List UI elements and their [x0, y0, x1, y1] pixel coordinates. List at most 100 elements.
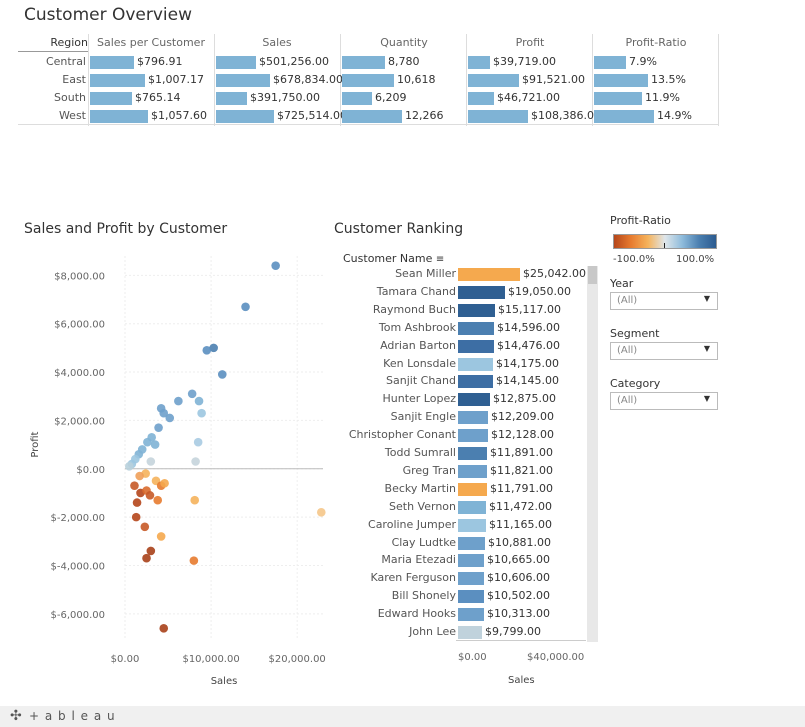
scatter-point[interactable]: [140, 522, 150, 532]
ranking-bar[interactable]: [458, 375, 493, 389]
ranking-customer-name[interactable]: Edward Hooks: [377, 607, 456, 621]
overview-bar[interactable]: [90, 92, 132, 105]
ranking-bar[interactable]: [458, 321, 494, 335]
scatter-point[interactable]: [197, 408, 206, 418]
scrollbar-thumb[interactable]: [588, 266, 597, 284]
overview-bar[interactable]: [216, 74, 270, 87]
scatter-point[interactable]: [194, 396, 204, 406]
scatter-point[interactable]: [165, 413, 175, 423]
scatter-point[interactable]: [143, 437, 152, 447]
overview-bar[interactable]: [468, 56, 490, 69]
scatter-point[interactable]: [156, 532, 166, 541]
ranking-bar[interactable]: [458, 411, 488, 425]
overview-bar[interactable]: [90, 74, 145, 87]
overview-bar[interactable]: [468, 110, 528, 123]
ranking-customer-name[interactable]: Karen Ferguson: [370, 571, 457, 585]
ranking-customer-name[interactable]: Sanjit Chand: [386, 374, 456, 388]
ranking-bar[interactable]: [458, 590, 484, 604]
scatter-point[interactable]: [146, 546, 156, 556]
overview-bar[interactable]: [468, 92, 494, 105]
ranking-customer-name[interactable]: Adrian Barton: [380, 338, 456, 352]
overview-bar[interactable]: [342, 74, 394, 87]
overview-bar[interactable]: [216, 110, 274, 123]
scatter-point[interactable]: [187, 389, 197, 399]
ranking-bar[interactable]: [458, 285, 505, 299]
scatter-point[interactable]: [189, 556, 199, 565]
overview-bar[interactable]: [468, 74, 519, 87]
ranking-bar[interactable]: [458, 500, 486, 514]
scatter-point[interactable]: [209, 343, 218, 353]
scatter-point[interactable]: [145, 491, 155, 500]
ranking-bar[interactable]: [458, 429, 488, 443]
scatter-point[interactable]: [150, 440, 160, 449]
ranking-customer-name[interactable]: Christopher Conant: [348, 428, 456, 442]
scatter-point[interactable]: [174, 396, 183, 406]
overview-bar[interactable]: [594, 110, 654, 123]
ranking-customer-name[interactable]: Caroline Jumper: [368, 517, 456, 531]
customer-name-header[interactable]: Customer Name ≡: [343, 252, 444, 265]
tableau-logo-icon[interactable]: ✣: [10, 708, 22, 724]
scatter-point[interactable]: [146, 457, 156, 466]
ranking-customer-name[interactable]: Raymond Buch: [372, 302, 456, 316]
ranking-customer-name[interactable]: Tom Ashbrook: [378, 320, 456, 334]
overview-bar[interactable]: [90, 56, 134, 69]
ranking-customer-name[interactable]: Tamara Chand: [376, 284, 456, 298]
ranking-bar[interactable]: [458, 339, 494, 353]
overview-bar[interactable]: [216, 56, 256, 69]
ranking-customer-name[interactable]: Clay Ludtke: [391, 535, 456, 549]
segment-filter-dropdown[interactable]: (All) ▼: [610, 342, 718, 360]
overview-bar[interactable]: [594, 92, 642, 105]
scatter-point[interactable]: [241, 302, 250, 312]
ranking-bar[interactable]: [458, 447, 487, 460]
scatter-point[interactable]: [202, 345, 212, 355]
profit-ratio-color-legend[interactable]: [613, 234, 717, 249]
ranking-customer-name[interactable]: Sean Miller: [395, 267, 456, 280]
scatter-point[interactable]: [159, 624, 169, 633]
ranking-bar[interactable]: [458, 554, 484, 568]
category-filter-dropdown[interactable]: (All) ▼: [610, 392, 718, 410]
overview-bar[interactable]: [216, 92, 247, 105]
scatter-plot[interactable]: $8,000.00 $6,000.00 $4,000.00 $2,000.00 $0.0…: [20, 246, 330, 696]
overview-bar[interactable]: [594, 56, 626, 69]
year-filter-dropdown[interactable]: (All) ▼: [610, 292, 718, 310]
overview-bar[interactable]: [90, 110, 148, 123]
scatter-point[interactable]: [217, 370, 227, 379]
tableau-logo-text[interactable]: + a b l e a u: [29, 709, 116, 723]
scatter-point[interactable]: [193, 437, 203, 447]
ranking-customer-name[interactable]: Greg Tran: [402, 463, 456, 477]
overview-bar[interactable]: [342, 56, 385, 69]
scatter-point[interactable]: [154, 423, 163, 432]
scatter-point[interactable]: [191, 457, 200, 466]
sort-icon[interactable]: ≡: [435, 254, 445, 265]
scatter-point[interactable]: [131, 512, 141, 522]
overview-bar[interactable]: [342, 110, 402, 123]
scatter-point[interactable]: [190, 495, 200, 505]
scatter-point[interactable]: [159, 408, 169, 418]
overview-bar[interactable]: [594, 74, 648, 87]
ranking-bar[interactable]: [458, 536, 485, 550]
overview-bar[interactable]: [342, 92, 372, 105]
ranking-customer-name[interactable]: Becky Martin: [384, 481, 456, 495]
ranking-customer-name[interactable]: Bill Shonely: [391, 589, 456, 603]
ranking-customer-name[interactable]: Hunter Lopez: [382, 392, 456, 406]
ranking-bar[interactable]: [458, 393, 490, 407]
scatter-point[interactable]: [135, 471, 144, 481]
ranking-scrollbar[interactable]: [587, 266, 598, 642]
scatter-point[interactable]: [153, 495, 163, 505]
ranking-bar[interactable]: [458, 268, 520, 281]
ranking-bar[interactable]: [458, 608, 484, 622]
scatter-point[interactable]: [316, 507, 326, 517]
ranking-customer-name[interactable]: Todd Sumrall: [384, 446, 456, 459]
ranking-customer-name[interactable]: Seth Vernon: [389, 499, 456, 513]
scatter-point[interactable]: [160, 478, 169, 488]
ranking-customer-name[interactable]: Maria Etezadi: [381, 553, 456, 567]
scatter-point[interactable]: [130, 481, 139, 490]
ranking-customer-name[interactable]: Sanjit Engle: [390, 410, 456, 424]
ranking-bar[interactable]: [458, 464, 487, 478]
scatter-point[interactable]: [271, 261, 280, 270]
ranking-customer-name[interactable]: John Lee: [409, 625, 456, 638]
ranking-bar[interactable]: [458, 303, 495, 317]
ranking-bar[interactable]: [458, 357, 493, 371]
ranking-bar[interactable]: [458, 518, 486, 532]
scatter-point[interactable]: [132, 498, 142, 507]
